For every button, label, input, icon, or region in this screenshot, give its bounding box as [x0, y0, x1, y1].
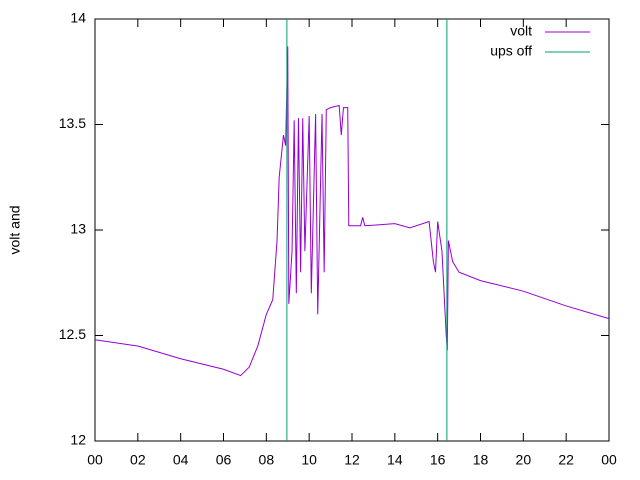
x-tick-label: 02 — [130, 452, 146, 468]
x-tick-label: 04 — [173, 452, 189, 468]
y-tick-label: 12 — [70, 432, 86, 448]
x-tick-label: 12 — [344, 452, 360, 468]
y-tick-label: 12.5 — [59, 326, 86, 342]
x-tick-label: 16 — [430, 452, 446, 468]
x-tick-label: 20 — [516, 452, 532, 468]
y-axis-label: volt and — [7, 205, 23, 254]
x-tick-label: 08 — [259, 452, 275, 468]
series-line — [94, 46, 610, 377]
x-tick-label: 06 — [216, 452, 232, 468]
x-tick-label: 10 — [301, 452, 317, 468]
series-line — [286, 19, 448, 441]
legend-label: ups off — [490, 43, 532, 59]
y-tick-label: 14 — [70, 10, 86, 26]
x-tick-label: 14 — [387, 452, 403, 468]
x-tick-label: 00 — [601, 452, 617, 468]
x-tick-label: 00 — [87, 452, 103, 468]
x-tick-label: 22 — [558, 452, 574, 468]
y-tick-label: 13 — [70, 221, 86, 237]
legend-label: volt — [510, 23, 532, 39]
x-tick-label: 18 — [473, 452, 489, 468]
plot-border — [94, 18, 610, 442]
y-tick-label: 13.5 — [59, 115, 86, 131]
